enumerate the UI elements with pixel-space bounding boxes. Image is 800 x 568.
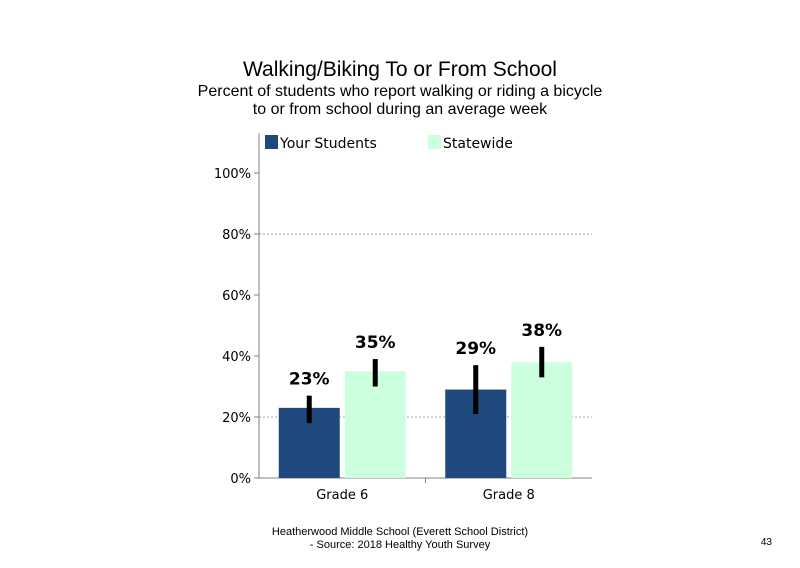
legend-swatch xyxy=(428,135,441,149)
x-tick-label: Grade 6 xyxy=(316,488,368,503)
x-tick-label: Grade 8 xyxy=(483,488,535,503)
footer-school: Heatherwood Middle School (Everett Schoo… xyxy=(0,526,800,538)
footer-source: - Source: 2018 Healthy Youth Survey xyxy=(0,539,800,551)
bar-chart: 0% 20% 40% 60% 80% 100% Grade 6 23% 35% Grade 8 29… xyxy=(0,0,800,568)
legend-label: Your Students xyxy=(279,136,377,152)
y-tick-label: 80% xyxy=(222,228,251,243)
page-number: 43 xyxy=(761,537,772,548)
y-tick-label: 60% xyxy=(222,289,251,304)
y-tick-label: 0% xyxy=(230,472,251,487)
bar xyxy=(345,371,406,478)
data-label: 35% xyxy=(355,333,396,353)
legend-label: Statewide xyxy=(443,136,513,152)
data-label: 23% xyxy=(289,370,330,390)
y-tick-label: 100% xyxy=(214,167,251,182)
y-tick-label: 40% xyxy=(222,350,251,365)
data-label: 29% xyxy=(455,339,496,359)
y-tick-label: 20% xyxy=(222,411,251,426)
data-label: 38% xyxy=(521,321,562,341)
bar xyxy=(511,362,572,478)
legend-swatch xyxy=(265,135,278,149)
